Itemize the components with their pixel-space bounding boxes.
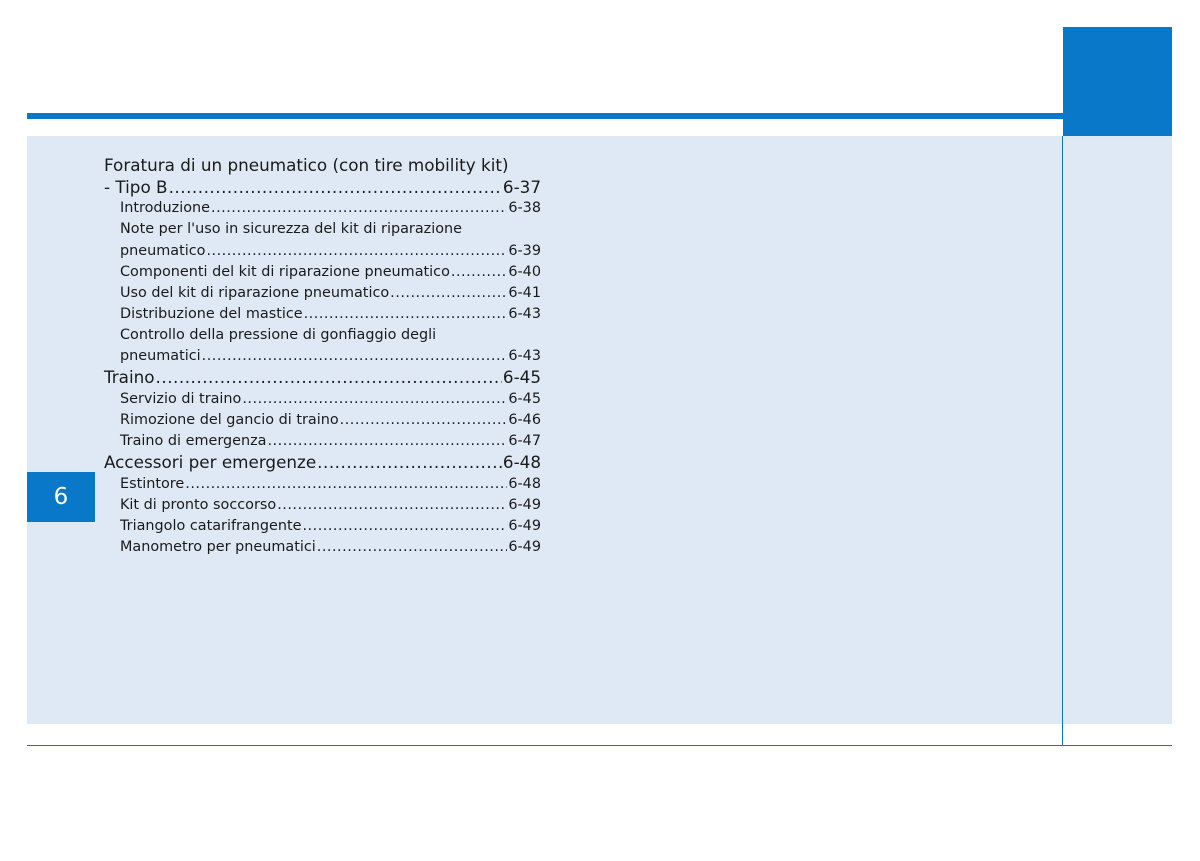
toc-entry[interactable]: Servizio di traino 6-45	[104, 389, 541, 410]
dot-leader	[185, 474, 507, 495]
dot-leader	[302, 516, 507, 537]
dot-leader	[451, 262, 507, 283]
dot-leader	[156, 367, 502, 389]
toc-entry-label: Estintore	[120, 475, 185, 492]
toc-heading-line: Foratura di un pneumatico (con tire mobi…	[104, 155, 509, 175]
toc-entry-label: Componenti del kit di riparazione pneuma…	[120, 263, 450, 280]
corner-color-block	[1063, 27, 1172, 136]
toc-entry-label: Distribuzione del mastice	[120, 305, 303, 322]
dot-leader	[317, 452, 502, 474]
toc-heading-entry[interactable]: Traino 6-45	[104, 367, 541, 389]
toc-entry[interactable]: pneumatici 6-43	[104, 346, 541, 367]
toc-entry-label: Traino di emergenza	[120, 433, 267, 449]
toc-entry[interactable]: Kit di pronto soccorso 6-49	[104, 495, 541, 516]
page-number: 6-38	[508, 200, 541, 217]
toc-entry[interactable]: pneumatico 6-39	[104, 241, 541, 262]
chapter-number: 6	[53, 484, 69, 510]
toc-entry-label: Manometro per pneumatici	[120, 539, 316, 556]
toc-entry[interactable]: Distribuzione del mastice 6-43	[104, 304, 541, 325]
toc-entry[interactable]: Introduzione 6-38	[104, 198, 541, 219]
page-number: 6-39	[508, 242, 541, 259]
toc-entry-label: Rimozione del gancio di traino	[120, 411, 339, 428]
dot-leader	[206, 241, 507, 262]
dot-leader	[304, 304, 508, 325]
margin-rule	[1062, 136, 1063, 746]
toc-heading-label: Traino	[104, 367, 155, 388]
page-number: 6-48	[508, 475, 541, 492]
toc-heading-entry[interactable]: - Tipo B 6-37	[104, 177, 541, 199]
page-number: 6-46	[508, 411, 541, 428]
toc-entry-line: Note per l'uso in sicurezza del kit di r…	[120, 221, 462, 238]
page-number: 6-49	[508, 539, 541, 556]
toc-entry[interactable]: Rimozione del gancio di traino 6-46	[104, 410, 541, 431]
toc-entry-label: pneumatico	[120, 242, 206, 259]
toc-heading-label: Accessori per emergenze	[104, 452, 317, 473]
dot-leader	[242, 389, 507, 410]
toc-entry[interactable]: Componenti del kit di riparazione pneuma…	[104, 262, 541, 283]
dot-leader	[169, 177, 502, 199]
toc-entry-label: Triangolo catarifrangente	[120, 517, 302, 534]
page-number: 6-43	[508, 305, 541, 322]
page-number: 6-45	[508, 390, 541, 407]
content-panel	[27, 136, 1172, 724]
dot-leader	[317, 537, 508, 558]
toc-entry-label: pneumatici	[120, 348, 201, 365]
top-rule	[27, 113, 1063, 119]
toc-entry[interactable]: Triangolo catarifrangente 6-49	[104, 516, 541, 537]
toc-entry-label: Introduzione	[120, 200, 210, 217]
toc-entry-label: Kit di pronto soccorso	[120, 496, 277, 513]
dot-leader	[340, 410, 508, 431]
toc-entry[interactable]: Traino di emergenza 6-47	[104, 431, 541, 452]
page-number: 6-43	[508, 348, 541, 365]
page-number: 6-48	[502, 452, 541, 473]
toc-entry[interactable]: Manometro per pneumatici 6-49	[104, 537, 541, 558]
toc-entry[interactable]: Estintore 6-48	[104, 474, 541, 495]
toc-entry-label: Uso del kit di riparazione pneumatico	[120, 284, 390, 301]
dot-leader	[267, 431, 507, 452]
toc-heading-label: - Tipo B	[104, 176, 168, 197]
page-number: 6-49	[508, 517, 541, 534]
toc-heading-entry[interactable]: Accessori per emergenze 6-48	[104, 452, 541, 474]
toc-entry[interactable]: Uso del kit di riparazione pneumatico 6-…	[104, 283, 541, 304]
page-number: 6-41	[508, 284, 541, 301]
page-number: 6-40	[508, 263, 541, 280]
chapter-tab: 6	[27, 472, 95, 522]
page-number: 6-45	[502, 367, 541, 388]
toc-entry-label: Servizio di traino	[120, 390, 242, 407]
table-of-contents: Foratura di un pneumatico (con tire mobi…	[104, 155, 541, 558]
page-number: 6-49	[508, 496, 541, 513]
dot-leader	[277, 495, 507, 516]
page-number: 6-37	[502, 176, 541, 197]
bottom-rule	[27, 745, 1172, 746]
page-number: 6-47	[508, 433, 541, 449]
dot-leader	[211, 198, 507, 219]
dot-leader	[390, 283, 507, 304]
dot-leader	[202, 346, 508, 367]
toc-entry-line: Controllo della pressione di gonfiaggio …	[120, 326, 437, 343]
